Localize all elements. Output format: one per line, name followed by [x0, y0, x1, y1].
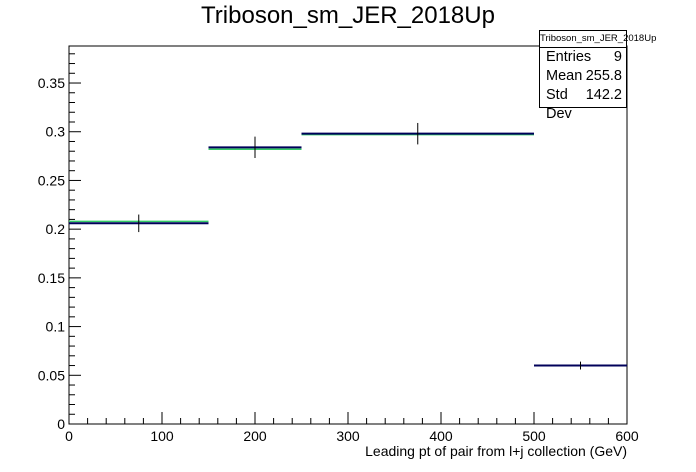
- x-tick-label: 500: [522, 428, 546, 444]
- stats-mean-label: Mean: [546, 68, 583, 84]
- x-tick-label: 100: [150, 428, 174, 444]
- chart-title: Triboson_sm_JER_2018Up: [201, 2, 495, 29]
- stats-entries-value: 9: [613, 49, 622, 65]
- x-tick-label: 200: [243, 428, 267, 444]
- y-tick-label: 0.35: [38, 75, 65, 91]
- stats-stddev-row: Std Dev 142.2: [540, 86, 626, 122]
- x-tick-label: 600: [615, 428, 639, 444]
- stats-box: Triboson_sm_JER_2018Up Entries 9 Mean 25…: [539, 30, 656, 122]
- stats-mean-value: 255.8: [585, 68, 622, 84]
- y-tick-label: 0.25: [38, 172, 65, 188]
- y-tick-label: 0.15: [38, 270, 65, 286]
- y-tick-label: 0: [57, 416, 65, 432]
- x-tick-label: 0: [65, 428, 73, 444]
- x-axis-label: Leading pt of pair from l+j collection (…: [365, 443, 627, 459]
- stats-box-name: Triboson_sm_JER_2018Up: [540, 31, 656, 48]
- y-tick-label: 0.2: [46, 221, 66, 237]
- stats-mean-row: Mean 255.8: [540, 67, 626, 86]
- stats-entries-row: Entries 9: [540, 48, 626, 67]
- y-tick-label: 0.1: [46, 319, 66, 335]
- y-tick-label: 0.3: [46, 124, 66, 140]
- stats-stddev-label: Std Dev: [546, 87, 572, 122]
- x-tick-label: 400: [429, 428, 453, 444]
- stats-entries-label: Entries: [546, 49, 592, 65]
- stats-stddev-value: 142.2: [585, 87, 622, 103]
- y-tick-label: 0.05: [38, 367, 65, 383]
- x-tick-label: 300: [336, 428, 360, 444]
